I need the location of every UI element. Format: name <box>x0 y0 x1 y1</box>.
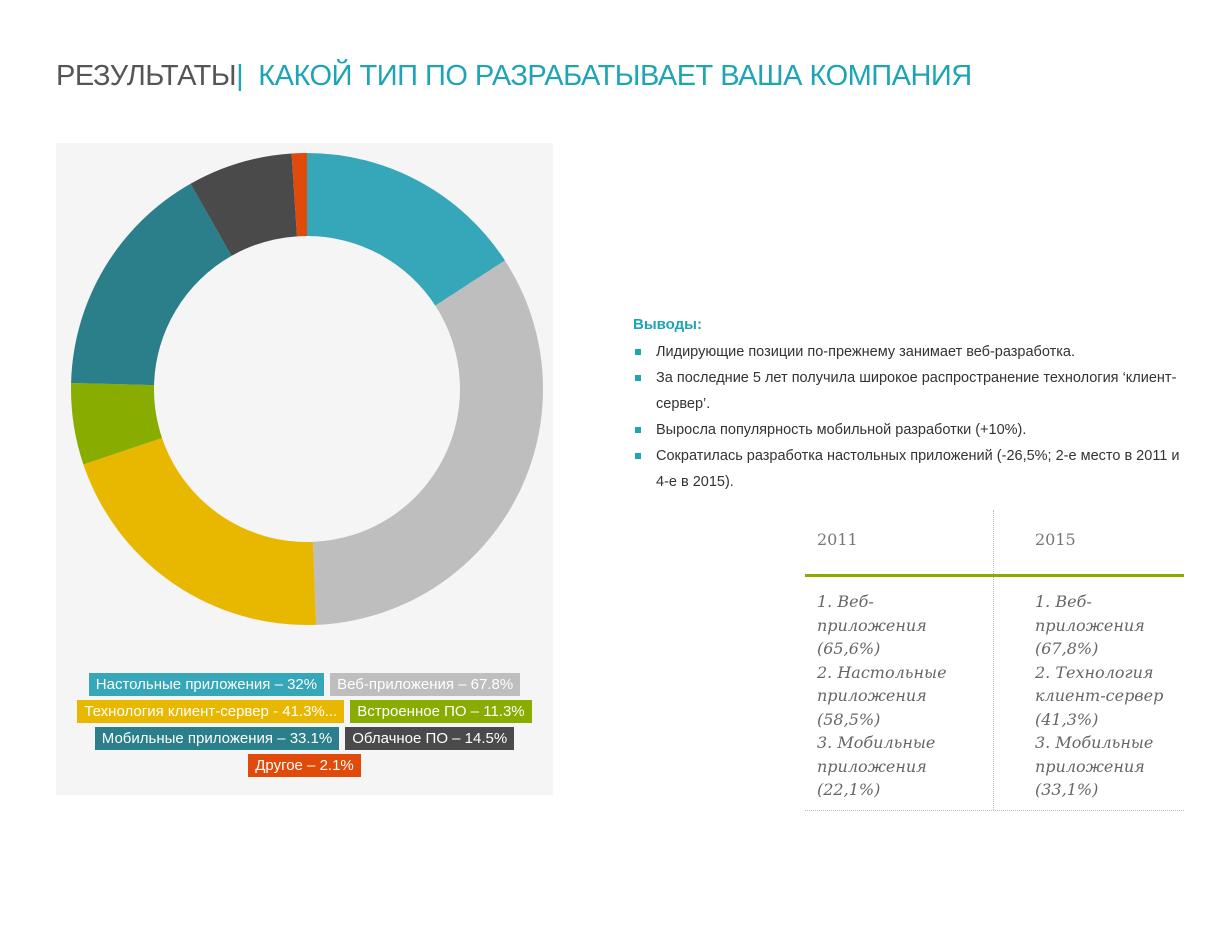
legend-entry: Облачное ПО – 14.5% <box>345 727 515 750</box>
column-divider <box>993 510 994 810</box>
legend-entry: Другое – 2.1% <box>248 754 361 777</box>
conclusions: Выводы: Лидирующие позиции по-прежнему з… <box>633 316 1189 495</box>
header-rule <box>805 574 1184 577</box>
legend: Настольные приложения – 32% Веб-приложени… <box>56 673 553 781</box>
donut-slice <box>312 260 543 625</box>
cell-line: 3. Мобильные приложения (22,1%) <box>817 733 936 799</box>
cell-line: 2. Технология клиент-сервер (41,3%) <box>1035 662 1164 729</box>
title-right: КАКОЙ ТИП ПО РАЗРАБАТЫВАЕТ ВАША КОМПАНИЯ <box>258 60 972 92</box>
donut-slice <box>83 437 317 625</box>
column-header: 2015 <box>1035 530 1076 549</box>
legend-entry: Встроенное ПО – 11.3% <box>350 700 532 723</box>
conclusion-item: За последние 5 лет получила широкое расп… <box>633 365 1189 417</box>
cell-line: 1. Веб-приложения (65,6%) <box>817 592 927 658</box>
title: РЕЗУЛЬТАТЫ| КАКОЙ ТИП ПО РАЗРАБАТЫВАЕТ В… <box>56 60 972 93</box>
legend-entry: Мобильные приложения – 33.1% <box>94 727 340 750</box>
table-cell: 1. Веб-приложения (67,8%) 2. Технология к… <box>1035 590 1175 802</box>
table-cell: 1. Веб-приложения (65,6%) 2. Настольные п… <box>817 590 957 802</box>
cell-line: 2. Настольные приложения (58,5%) <box>817 662 947 729</box>
donut-slice <box>71 183 232 386</box>
conclusion-item: Лидирующие позиции по-прежнему занимает … <box>633 339 1189 365</box>
conclusions-heading: Выводы: <box>633 316 702 333</box>
chart-panel: Настольные приложения – 32% Веб-приложени… <box>56 143 553 795</box>
conclusion-list: Лидирующие позиции по-прежнему занимает … <box>633 339 1189 495</box>
legend-entry: Технология клиент-сервер - 41.3%... <box>77 700 345 723</box>
table: 2011 2015 1. Веб-приложения (65,6%) 2. Наст… <box>805 510 1184 811</box>
donut-slice <box>190 153 298 256</box>
title-left: РЕЗУЛЬТАТЫ <box>56 60 237 92</box>
legend-row: Мобильные приложения – 33.1% Облачное ПО … <box>56 727 553 750</box>
legend-row: Технология клиент-сервер - 41.3%... Встро… <box>56 700 553 723</box>
legend-row: Другое – 2.1% <box>56 754 553 777</box>
cell-line: 1. Веб-приложения (67,8%) <box>1035 592 1145 658</box>
chart <box>71 153 543 625</box>
legend-entry: Настольные приложения – 32% <box>88 673 325 696</box>
legend-row: Настольные приложения – 32% Веб-приложени… <box>56 673 553 696</box>
cell-line: 3. Мобильные приложения (33,1%) <box>1035 733 1154 799</box>
conclusion-item: Выросла популярность мобильной разработк… <box>633 417 1189 443</box>
donut-slice <box>71 382 163 465</box>
conclusion-item: Сократилась разработка настольных прилож… <box>633 443 1189 495</box>
column-header: 2011 <box>817 530 858 549</box>
donut-slice <box>291 153 307 237</box>
separator: | <box>236 60 244 92</box>
legend-entry: Веб-приложения – 67.8% <box>330 673 521 696</box>
donut-slice <box>307 153 505 306</box>
